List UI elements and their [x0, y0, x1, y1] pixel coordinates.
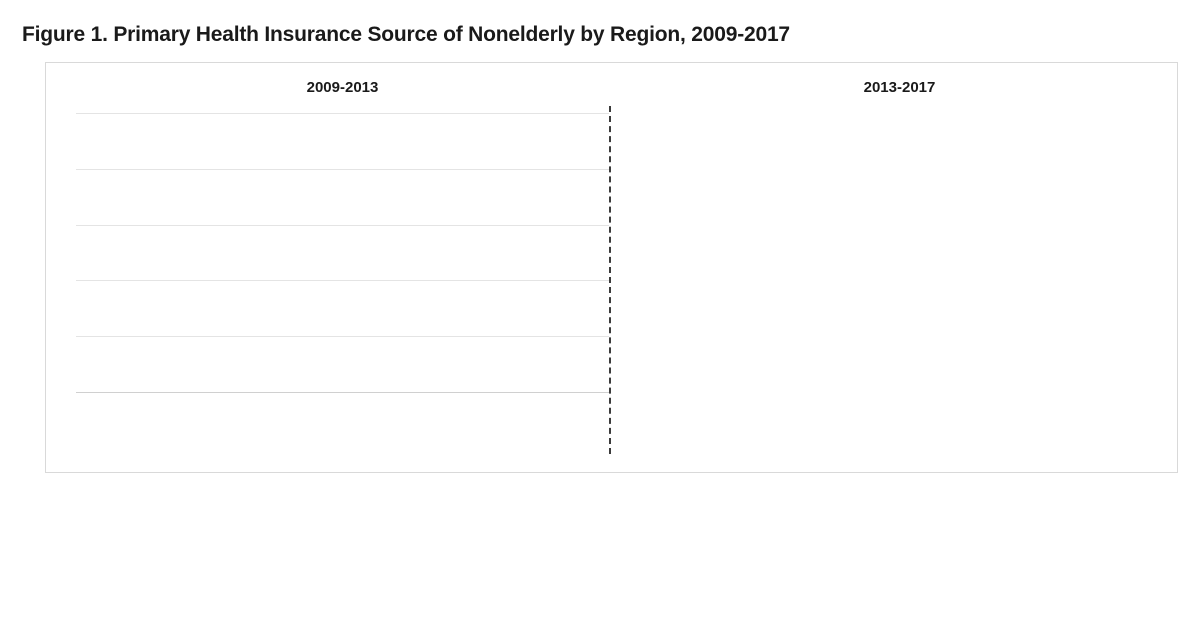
panel-title-left: 2009-2013 [306, 79, 379, 96]
plot-area-right [633, 114, 1166, 393]
gridline [76, 336, 609, 338]
axis-line [76, 392, 609, 393]
gridline [76, 280, 609, 282]
gridline [76, 224, 609, 226]
panel-divider [609, 106, 611, 454]
plot-area-left [76, 113, 609, 393]
gridline [76, 168, 609, 170]
chart-frame: 2009-2013 2013-2017 [45, 62, 1178, 473]
panel-title-right: 2013-2017 [863, 79, 936, 96]
gridline [76, 113, 609, 114]
page-title: Figure 1. Primary Health Insurance Sourc… [22, 23, 790, 46]
